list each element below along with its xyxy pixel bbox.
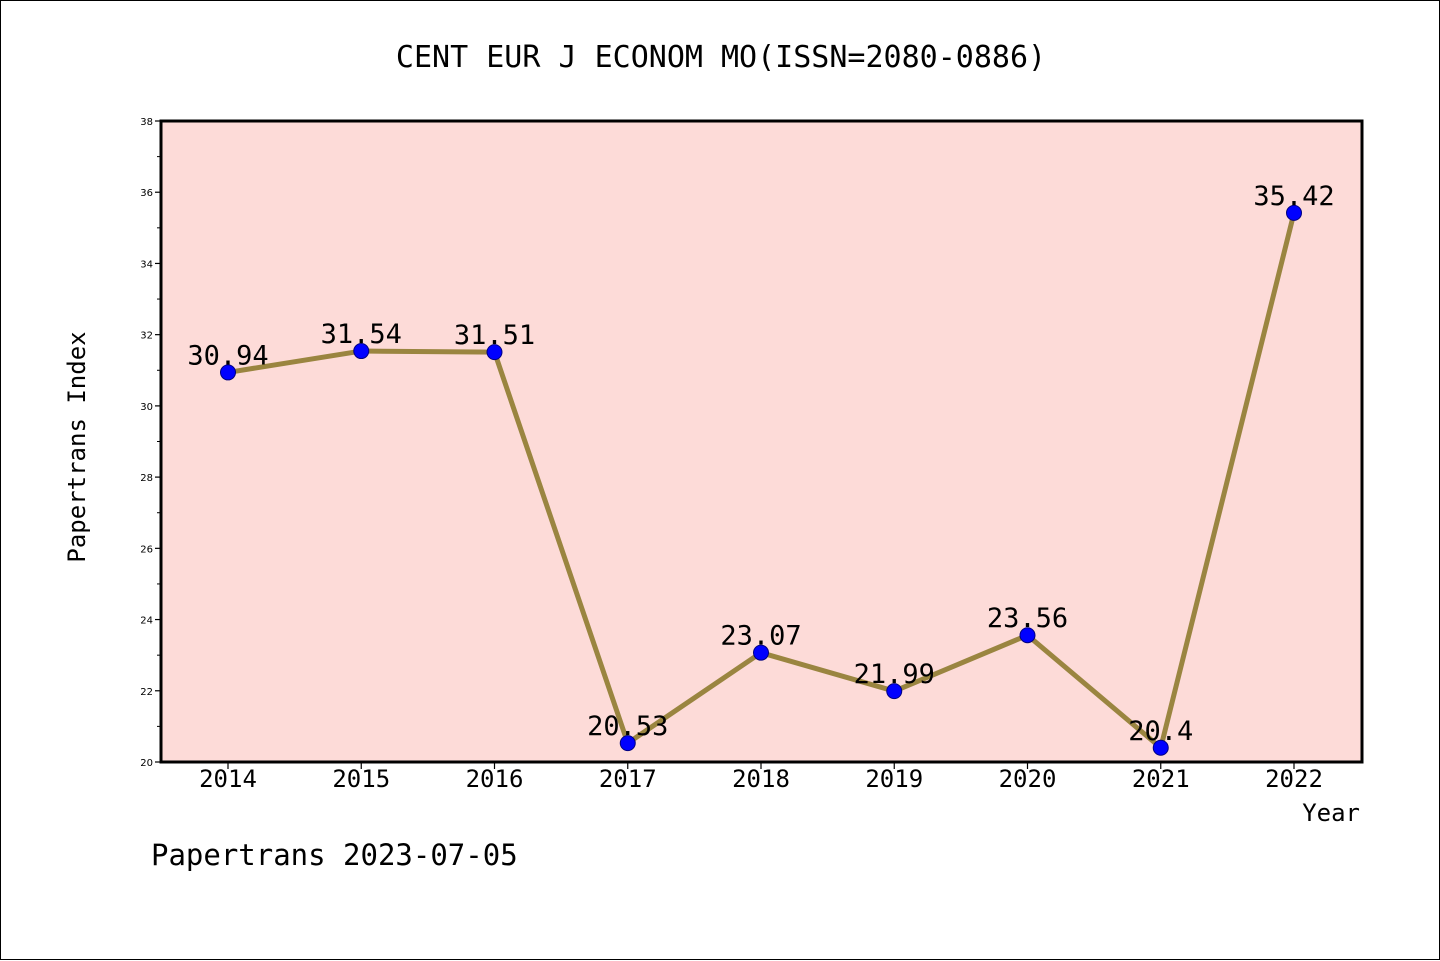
x-tick-label: 2018 xyxy=(732,765,790,793)
x-tick-label: 2014 xyxy=(199,765,257,793)
footer-date: Papertrans 2023-07-05 xyxy=(151,838,518,872)
y-tick-label: 38 xyxy=(140,117,153,128)
y-tick-label: 28 xyxy=(140,473,153,484)
data-label: 35.42 xyxy=(1253,181,1334,212)
data-label: 21.99 xyxy=(854,659,935,690)
x-tick-label: 2021 xyxy=(1132,765,1190,793)
data-label: 20.53 xyxy=(587,711,668,742)
data-labels: 30.94 31.54 31.51 20.53 23.07 21.99 23.56 20.4 3… xyxy=(187,181,1334,747)
data-point xyxy=(220,364,236,381)
y-tick-label: 22 xyxy=(140,687,153,698)
x-tick-label: 2022 xyxy=(1265,765,1323,793)
y-tick-label: 34 xyxy=(140,259,153,270)
data-label: 23.56 xyxy=(987,603,1068,634)
y-tick-label: 20 xyxy=(140,758,153,769)
data-point xyxy=(353,343,370,360)
y-tick-label: 30 xyxy=(140,402,153,413)
x-axis-title: Year xyxy=(1302,799,1360,827)
data-label: 23.07 xyxy=(720,621,801,652)
data-point xyxy=(1152,739,1169,756)
x-tick-label: 2016 xyxy=(466,765,524,793)
x-tick-label: 2019 xyxy=(865,765,923,793)
series-markers xyxy=(220,204,1302,756)
data-point xyxy=(1019,627,1036,644)
data-point xyxy=(1286,204,1302,221)
x-tick-label: 2015 xyxy=(332,765,390,793)
data-point xyxy=(753,644,769,661)
chart-title: CENT EUR J ECONOM MO(ISSN=2080-0886) xyxy=(396,40,1046,75)
y-axis-title: Papertrans Index xyxy=(63,331,91,562)
data-label: 31.51 xyxy=(454,320,535,351)
data-label: 31.54 xyxy=(321,319,402,350)
data-label: 20.4 xyxy=(1128,716,1193,747)
x-tick-label: 2020 xyxy=(999,765,1057,793)
y-tick-label: 32 xyxy=(140,331,153,342)
x-tick-label: 2017 xyxy=(599,765,657,793)
data-label: 30.94 xyxy=(187,340,268,371)
data-point xyxy=(486,344,503,361)
y-tick-label: 26 xyxy=(140,544,153,555)
y-tick-label: 24 xyxy=(140,616,153,627)
data-point xyxy=(886,683,903,700)
data-point xyxy=(619,735,636,752)
y-tick-label: 36 xyxy=(140,188,153,199)
